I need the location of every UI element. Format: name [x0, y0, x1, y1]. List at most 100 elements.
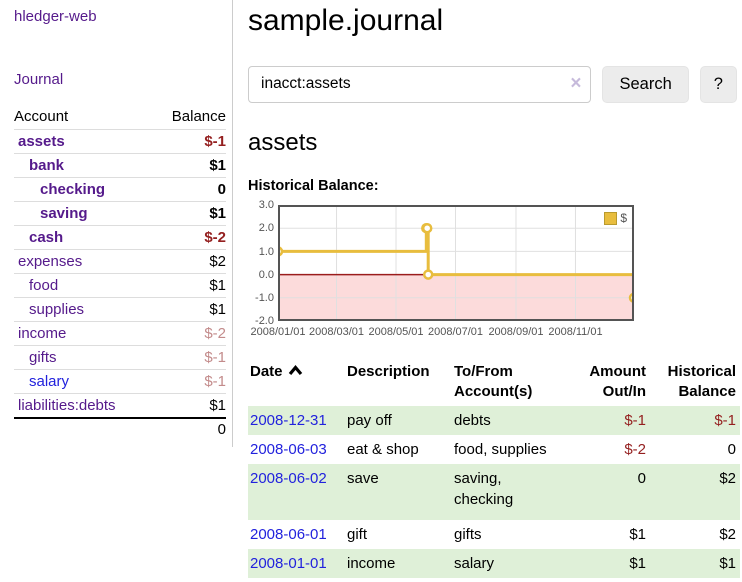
- sidebar-account-link[interactable]: bank: [29, 157, 65, 174]
- sidebar-account-row: supplies $1: [14, 297, 226, 322]
- transaction-amount: $-1: [624, 412, 646, 430]
- sidebar-account-link[interactable]: expenses: [18, 253, 83, 270]
- register-column-header: Amount Out/In: [589, 363, 646, 401]
- chart-plot-area[interactable]: $: [278, 205, 634, 322]
- sidebar-item-journal[interactable]: Journal: [14, 71, 64, 88]
- sidebar-account-link[interactable]: supplies: [29, 301, 85, 318]
- app-title-link[interactable]: hledger-web: [14, 8, 97, 25]
- sidebar-account-link[interactable]: liabilities:debts: [18, 397, 116, 414]
- sidebar-account-row: checking 0: [14, 177, 226, 202]
- help-button[interactable]: ?: [699, 65, 737, 103]
- transaction-description: eat & shop: [347, 441, 419, 459]
- account-column-header: Account: [14, 105, 153, 130]
- transaction-date-link[interactable]: 2008-06-02: [250, 470, 327, 488]
- transaction-accounts: food, supplies: [454, 441, 547, 459]
- account-balance-table: Account Balance assets $-1 bank $1 checking 0…: [14, 105, 226, 441]
- sidebar-account-row: assets $-1: [14, 129, 226, 154]
- x-axis-tick-label: 2008/01/01: [250, 326, 306, 339]
- sidebar-account-row: saving $1: [14, 201, 226, 226]
- balance-chart-svg: [278, 205, 634, 322]
- transaction-balance: $1: [719, 555, 736, 573]
- transaction-balance: $2: [719, 526, 736, 544]
- account-balance-value: $-2: [152, 321, 226, 346]
- sidebar-account-link[interactable]: cash: [29, 229, 64, 246]
- account-balance-value: $1: [152, 273, 226, 298]
- transaction-balance: $-1: [714, 412, 736, 430]
- account-balance-value: $-1: [152, 129, 226, 154]
- sidebar-account-row: bank $1: [14, 153, 226, 178]
- register-body: 2008-12-31 pay off debts $-1 $-1 2008-06-03 ea…: [248, 406, 740, 579]
- main-content: sample.journal × Search ? assets Histori…: [233, 0, 742, 579]
- register-column-header: Description: [347, 363, 430, 381]
- transaction-description: save: [347, 470, 379, 488]
- sidebar-account-row: salary $-1: [14, 369, 226, 394]
- search-button[interactable]: Search: [602, 65, 689, 103]
- sidebar-account-row: food $1: [14, 273, 226, 298]
- search-input[interactable]: [248, 65, 592, 103]
- y-axis-tick-label: 0.0: [258, 268, 274, 281]
- account-balance-value: $-1: [152, 345, 226, 370]
- transaction-balance: $2: [719, 470, 736, 488]
- transaction-description: income: [347, 555, 396, 573]
- page-title: sample.journal: [248, 4, 444, 37]
- sidebar: hledger-web Journal Account Balance asse…: [0, 0, 233, 447]
- account-balance-value: $-2: [152, 225, 226, 250]
- x-axis-tick-label: 2008/11/01: [548, 326, 603, 339]
- transaction-accounts: saving, checking: [454, 470, 514, 509]
- sidebar-account-link[interactable]: assets: [18, 133, 65, 150]
- register-table: Date Description To/From Account(s) Amount …: [248, 360, 740, 579]
- chart-legend: $: [602, 210, 629, 227]
- clear-search-icon[interactable]: ×: [570, 72, 582, 94]
- legend-label: $: [620, 211, 627, 226]
- account-title: assets: [248, 128, 318, 156]
- balance-column-header: Balance: [152, 105, 226, 130]
- transaction-row: 2008-06-02 save saving, checking 0 $2: [248, 464, 740, 521]
- transaction-date-link[interactable]: 2008-06-03: [250, 441, 327, 459]
- x-axis-tick-label: 2008/09/01: [488, 326, 544, 339]
- sidebar-account-link[interactable]: saving: [40, 205, 88, 222]
- y-axis-tick-label: 3.0: [258, 199, 274, 212]
- register-column-header[interactable]: Date: [248, 360, 345, 406]
- sidebar-account-link[interactable]: food: [29, 277, 59, 294]
- account-balance-value: 0: [152, 177, 226, 202]
- transaction-date-link[interactable]: 2008-12-31: [250, 412, 327, 430]
- transaction-row: 2008-01-01 income salary $1 $1: [248, 549, 740, 579]
- sidebar-account-link[interactable]: checking: [40, 181, 106, 198]
- account-balance-value: $1: [152, 201, 226, 226]
- transaction-amount: $1: [629, 555, 646, 573]
- sidebar-account-link[interactable]: income: [18, 325, 67, 342]
- sidebar-account-row: gifts $-1: [14, 345, 226, 370]
- register-header-row: Date Description To/From Account(s) Amount …: [248, 360, 740, 406]
- sidebar-account-row: cash $-2: [14, 225, 226, 250]
- register-column-header: Historical Balance: [667, 363, 736, 401]
- register-column-header: To/From Account(s): [454, 363, 533, 401]
- sidebar-total-row: 0: [14, 417, 226, 441]
- sidebar-account-link[interactable]: salary: [29, 373, 70, 390]
- account-balance-value: $1: [152, 297, 226, 322]
- account-table-header-row: Account Balance: [14, 105, 226, 130]
- y-axis-tick-label: 2.0: [258, 222, 274, 235]
- sidebar-account-row: income $-2: [14, 321, 226, 346]
- search-bar: × Search ?: [248, 65, 737, 103]
- sidebar-account-link[interactable]: gifts: [29, 349, 57, 366]
- transaction-description: gift: [347, 526, 368, 544]
- legend-swatch-icon: [604, 211, 618, 225]
- transaction-date-link[interactable]: 2008-06-01: [250, 526, 327, 544]
- transaction-amount: $-2: [624, 441, 646, 459]
- y-axis-tick-label: 1.0: [258, 245, 274, 258]
- sidebar-total-value: 0: [152, 417, 226, 441]
- transaction-row: 2008-12-31 pay off debts $-1 $-1: [248, 406, 740, 436]
- transaction-row: 2008-06-03 eat & shop food, supplies $-2 0: [248, 435, 740, 464]
- sort-ascending-icon: [288, 365, 302, 376]
- historical-balance-chart[interactable]: 3.0 2.0 1.0 0.0 -1.0 -2.0 $ 2008/01/01 2008/03…: [248, 199, 737, 343]
- transaction-accounts: gifts: [454, 526, 482, 544]
- y-axis-tick-label: -1.0: [255, 292, 274, 305]
- account-balance-value: $2: [152, 249, 226, 274]
- transaction-amount: $1: [629, 526, 646, 544]
- sidebar-account-row: liabilities:debts $1: [14, 393, 226, 419]
- x-axis-tick-label: 2008/05/01: [368, 326, 424, 339]
- transaction-date-link[interactable]: 2008-01-01: [250, 555, 327, 573]
- transaction-accounts: salary: [454, 555, 495, 573]
- transaction-row: 2008-06-01 gift gifts $1 $2: [248, 520, 740, 549]
- y-axis-tick-label: -2.0: [255, 315, 274, 328]
